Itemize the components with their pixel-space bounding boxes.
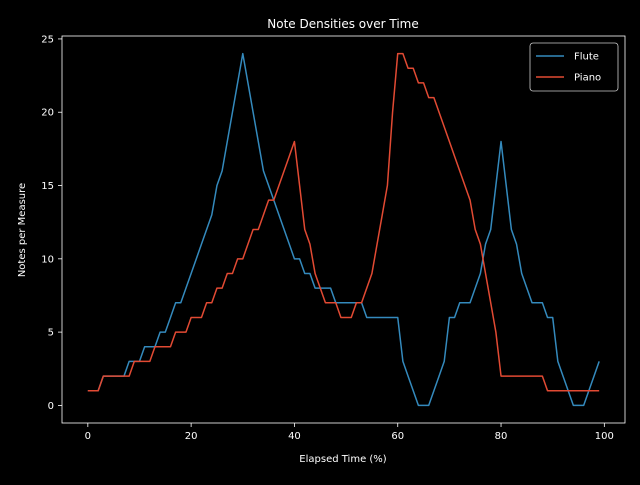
series-line-piano bbox=[87, 52, 600, 392]
x-axis: 0 20 40 60 80 100 bbox=[85, 423, 614, 442]
y-axis: 0 5 10 15 20 25 bbox=[41, 34, 62, 412]
chart-title: Note Densities over Time bbox=[267, 17, 418, 31]
y-tick-label: 0 bbox=[48, 401, 54, 412]
x-tick-label: 60 bbox=[391, 431, 404, 442]
x-tick-label: 100 bbox=[595, 431, 614, 442]
y-tick-label: 20 bbox=[41, 108, 54, 119]
y-tick-label: 15 bbox=[41, 181, 54, 192]
y-tick-label: 25 bbox=[41, 34, 54, 45]
y-tick-label: 10 bbox=[41, 254, 54, 265]
x-tick-label: 80 bbox=[495, 431, 508, 442]
y-axis-label: Notes per Measure bbox=[17, 183, 28, 277]
legend-label-piano: Piano bbox=[574, 73, 601, 84]
x-tick-label: 40 bbox=[288, 431, 301, 442]
series-line-flute bbox=[87, 52, 600, 407]
x-axis-label: Elapsed Time (%) bbox=[299, 454, 387, 465]
x-tick-label: 20 bbox=[185, 431, 198, 442]
legend-box bbox=[529, 42, 619, 92]
y-tick-label: 5 bbox=[48, 328, 54, 339]
series-layer bbox=[87, 52, 600, 407]
plot-frame bbox=[61, 35, 626, 424]
legend: Flute Piano bbox=[529, 42, 619, 92]
legend-label-flute: Flute bbox=[574, 52, 599, 63]
x-tick-label: 0 bbox=[85, 431, 91, 442]
